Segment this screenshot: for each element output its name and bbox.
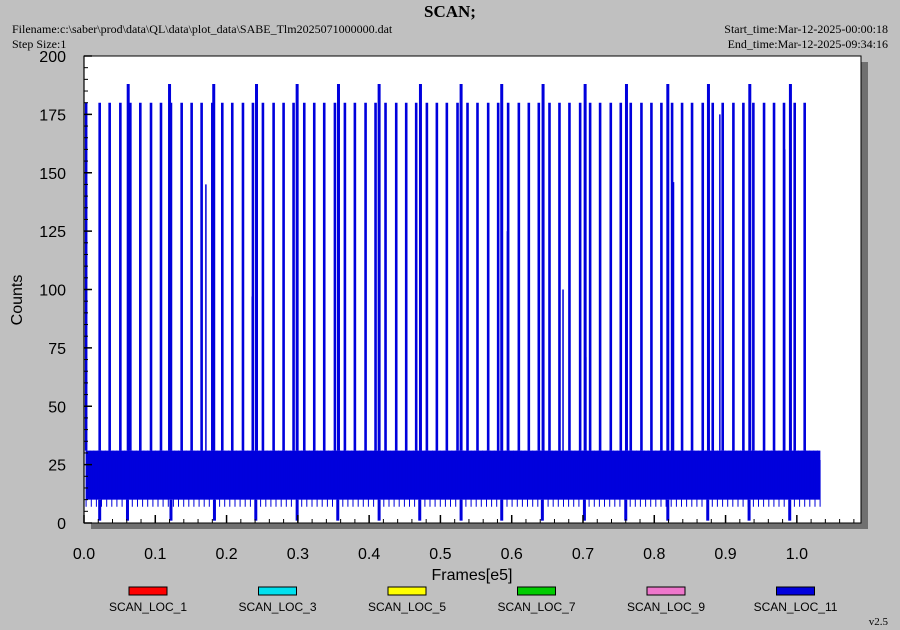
y-tick-label: 150 bbox=[39, 166, 66, 183]
legend-label: SCAN_LOC_11 bbox=[754, 600, 838, 614]
x-tick-label: 0.9 bbox=[714, 546, 736, 563]
legend-label: SCAN_LOC_9 bbox=[627, 600, 705, 614]
x-tick-label: 1.0 bbox=[786, 546, 808, 563]
legend-swatch bbox=[776, 586, 815, 596]
x-tick-label: 0.6 bbox=[501, 546, 523, 563]
y-tick-label: 75 bbox=[48, 341, 66, 358]
y-tick-label: 100 bbox=[39, 283, 66, 300]
legend-swatch bbox=[258, 586, 297, 596]
x-tick-label: 0.1 bbox=[144, 546, 166, 563]
y-tick-label: 0 bbox=[57, 516, 66, 533]
x-tick-label: 0.7 bbox=[572, 546, 594, 563]
axis-layer: 0 25 50 75 100 125 150 175 200 0.0 0.1 0.2 0.3 0.4 0.5… bbox=[39, 49, 855, 563]
legend: SCAN_LOC_1 SCAN_LOC_3 SCAN_LOC_5 SCAN_LOC_7… bbox=[109, 586, 838, 614]
y-tick-label: 175 bbox=[39, 107, 66, 124]
x-tick-label: 0.2 bbox=[215, 546, 237, 563]
chart-title: SCAN; bbox=[424, 2, 476, 21]
start-time-label: Start_time:Mar-12-2025-00:00:18 bbox=[724, 22, 888, 36]
legend-label: SCAN_LOC_3 bbox=[238, 600, 316, 614]
x-tick-label: 0.5 bbox=[429, 546, 451, 563]
x-tick-label: 0.4 bbox=[358, 546, 380, 563]
legend-swatch bbox=[387, 586, 427, 596]
x-tick-label: 0.3 bbox=[287, 546, 309, 563]
x-tick-label: 0.8 bbox=[643, 546, 665, 563]
baseline-noise bbox=[85, 450, 821, 507]
legend-swatch bbox=[128, 586, 168, 596]
filename-label: Filename:c:\saber\prod\data\QL\data\plot… bbox=[12, 22, 393, 36]
y-axis-title: Counts bbox=[9, 275, 26, 326]
data-layer bbox=[84, 84, 821, 521]
y-tick-label: 25 bbox=[48, 458, 66, 475]
legend-label: SCAN_LOC_7 bbox=[497, 600, 575, 614]
version-label: v2.5 bbox=[868, 616, 888, 628]
x-axis-title: Frames[e5] bbox=[432, 567, 513, 584]
step-size-label: Step Size:1 bbox=[12, 37, 67, 51]
legend-swatch bbox=[517, 586, 556, 596]
y-tick-label: 200 bbox=[39, 49, 66, 66]
end-time-label: End_time:Mar-12-2025-09:34:16 bbox=[727, 37, 888, 51]
legend-label: SCAN_LOC_5 bbox=[368, 600, 446, 614]
y-tick-label: 50 bbox=[48, 399, 66, 416]
legend-swatch bbox=[646, 586, 686, 596]
legend-label: SCAN_LOC_1 bbox=[109, 600, 187, 614]
y-tick-label: 125 bbox=[39, 224, 66, 241]
x-tick-label: 0.0 bbox=[73, 546, 95, 563]
